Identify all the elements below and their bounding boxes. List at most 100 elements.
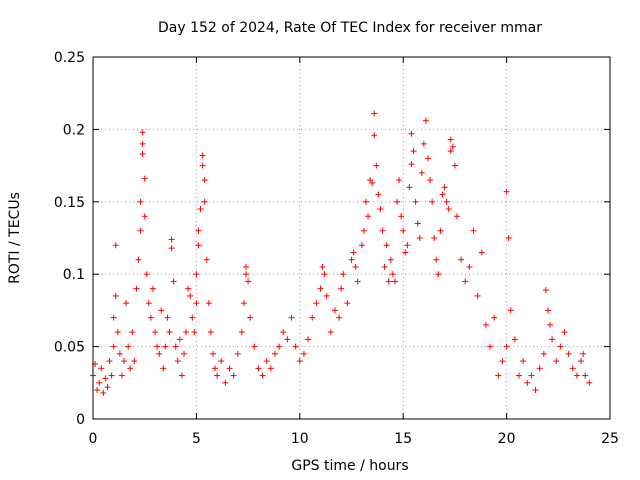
data-point	[466, 263, 473, 270]
data-point	[573, 372, 580, 379]
x-tick-label: 0	[89, 431, 98, 447]
data-point	[383, 242, 390, 249]
data-point	[137, 227, 144, 234]
data-point	[511, 336, 518, 343]
data-point	[429, 198, 436, 205]
data-point	[195, 227, 202, 234]
data-point	[400, 227, 407, 234]
data-point	[116, 350, 123, 357]
x-tick-label: 15	[394, 431, 412, 447]
data-point	[201, 198, 208, 205]
data-point	[437, 227, 444, 234]
data-point	[371, 110, 378, 117]
data-point	[547, 321, 554, 328]
data-point	[212, 365, 219, 372]
data-point	[431, 235, 438, 241]
data-point	[441, 184, 448, 191]
y-tick-label: 0.25	[54, 50, 85, 66]
data-point	[139, 151, 146, 158]
data-point	[195, 242, 202, 249]
data-point	[176, 336, 183, 343]
data-point	[319, 263, 326, 270]
data-point	[205, 300, 212, 307]
data-point	[207, 329, 214, 336]
x-tick-label: 20	[498, 431, 516, 447]
data-point	[112, 292, 119, 299]
data-point	[491, 314, 498, 321]
data-point	[193, 300, 200, 307]
data-point	[499, 358, 506, 365]
data-point	[387, 256, 394, 263]
data-point	[439, 191, 446, 198]
data-point	[377, 206, 384, 213]
data-point	[164, 314, 171, 321]
data-point	[243, 263, 250, 270]
data-point	[443, 198, 450, 205]
data-point	[540, 350, 547, 357]
data-point	[505, 235, 512, 241]
data-point	[94, 387, 101, 394]
data-point	[542, 287, 549, 294]
data-point	[435, 271, 442, 278]
data-point	[340, 271, 347, 278]
data-point	[408, 130, 415, 137]
data-point	[449, 143, 456, 150]
data-point	[166, 329, 173, 336]
data-point	[168, 245, 175, 252]
data-point	[276, 343, 283, 350]
data-point	[474, 292, 481, 299]
data-point	[408, 161, 415, 168]
data-point	[352, 263, 359, 270]
data-point	[544, 307, 551, 314]
data-point	[369, 179, 376, 186]
data-point	[238, 329, 245, 336]
data-point	[482, 321, 489, 328]
data-point	[371, 132, 378, 139]
data-point	[565, 350, 572, 357]
data-point	[354, 278, 361, 285]
data-point	[422, 117, 429, 124]
data-point	[487, 343, 494, 350]
data-point	[412, 198, 419, 205]
data-point	[141, 213, 148, 220]
data-point	[133, 285, 140, 292]
data-point	[98, 365, 105, 372]
grid-lines	[93, 57, 610, 419]
data-point	[143, 271, 150, 278]
data-point	[251, 343, 258, 350]
data-point	[365, 213, 372, 220]
data-point	[549, 336, 556, 343]
data-point	[373, 162, 380, 169]
data-point	[292, 343, 299, 350]
data-point	[199, 152, 206, 159]
data-point	[174, 358, 181, 365]
data-points	[90, 110, 593, 396]
y-tick-label: 0.2	[63, 122, 85, 138]
data-point	[135, 256, 142, 263]
data-point	[520, 358, 527, 365]
data-point	[197, 206, 204, 213]
data-point	[317, 285, 324, 292]
data-point	[503, 188, 510, 195]
data-point	[453, 213, 460, 220]
data-point	[129, 329, 136, 336]
data-point	[156, 350, 163, 357]
data-point	[470, 227, 477, 234]
data-point	[414, 220, 421, 227]
data-point	[104, 384, 111, 391]
data-point	[110, 314, 117, 321]
data-point	[404, 242, 411, 249]
data-point	[222, 379, 229, 386]
data-point	[112, 242, 119, 249]
chart-title: Day 152 of 2024, Rate Of TEC Index for r…	[158, 20, 542, 36]
data-point	[284, 336, 291, 343]
data-point	[240, 300, 247, 307]
data-point	[209, 350, 216, 357]
data-point	[536, 365, 543, 372]
data-point	[102, 375, 109, 382]
data-point	[389, 271, 396, 278]
data-point	[447, 148, 454, 155]
data-point	[271, 350, 278, 357]
data-point	[507, 307, 514, 314]
